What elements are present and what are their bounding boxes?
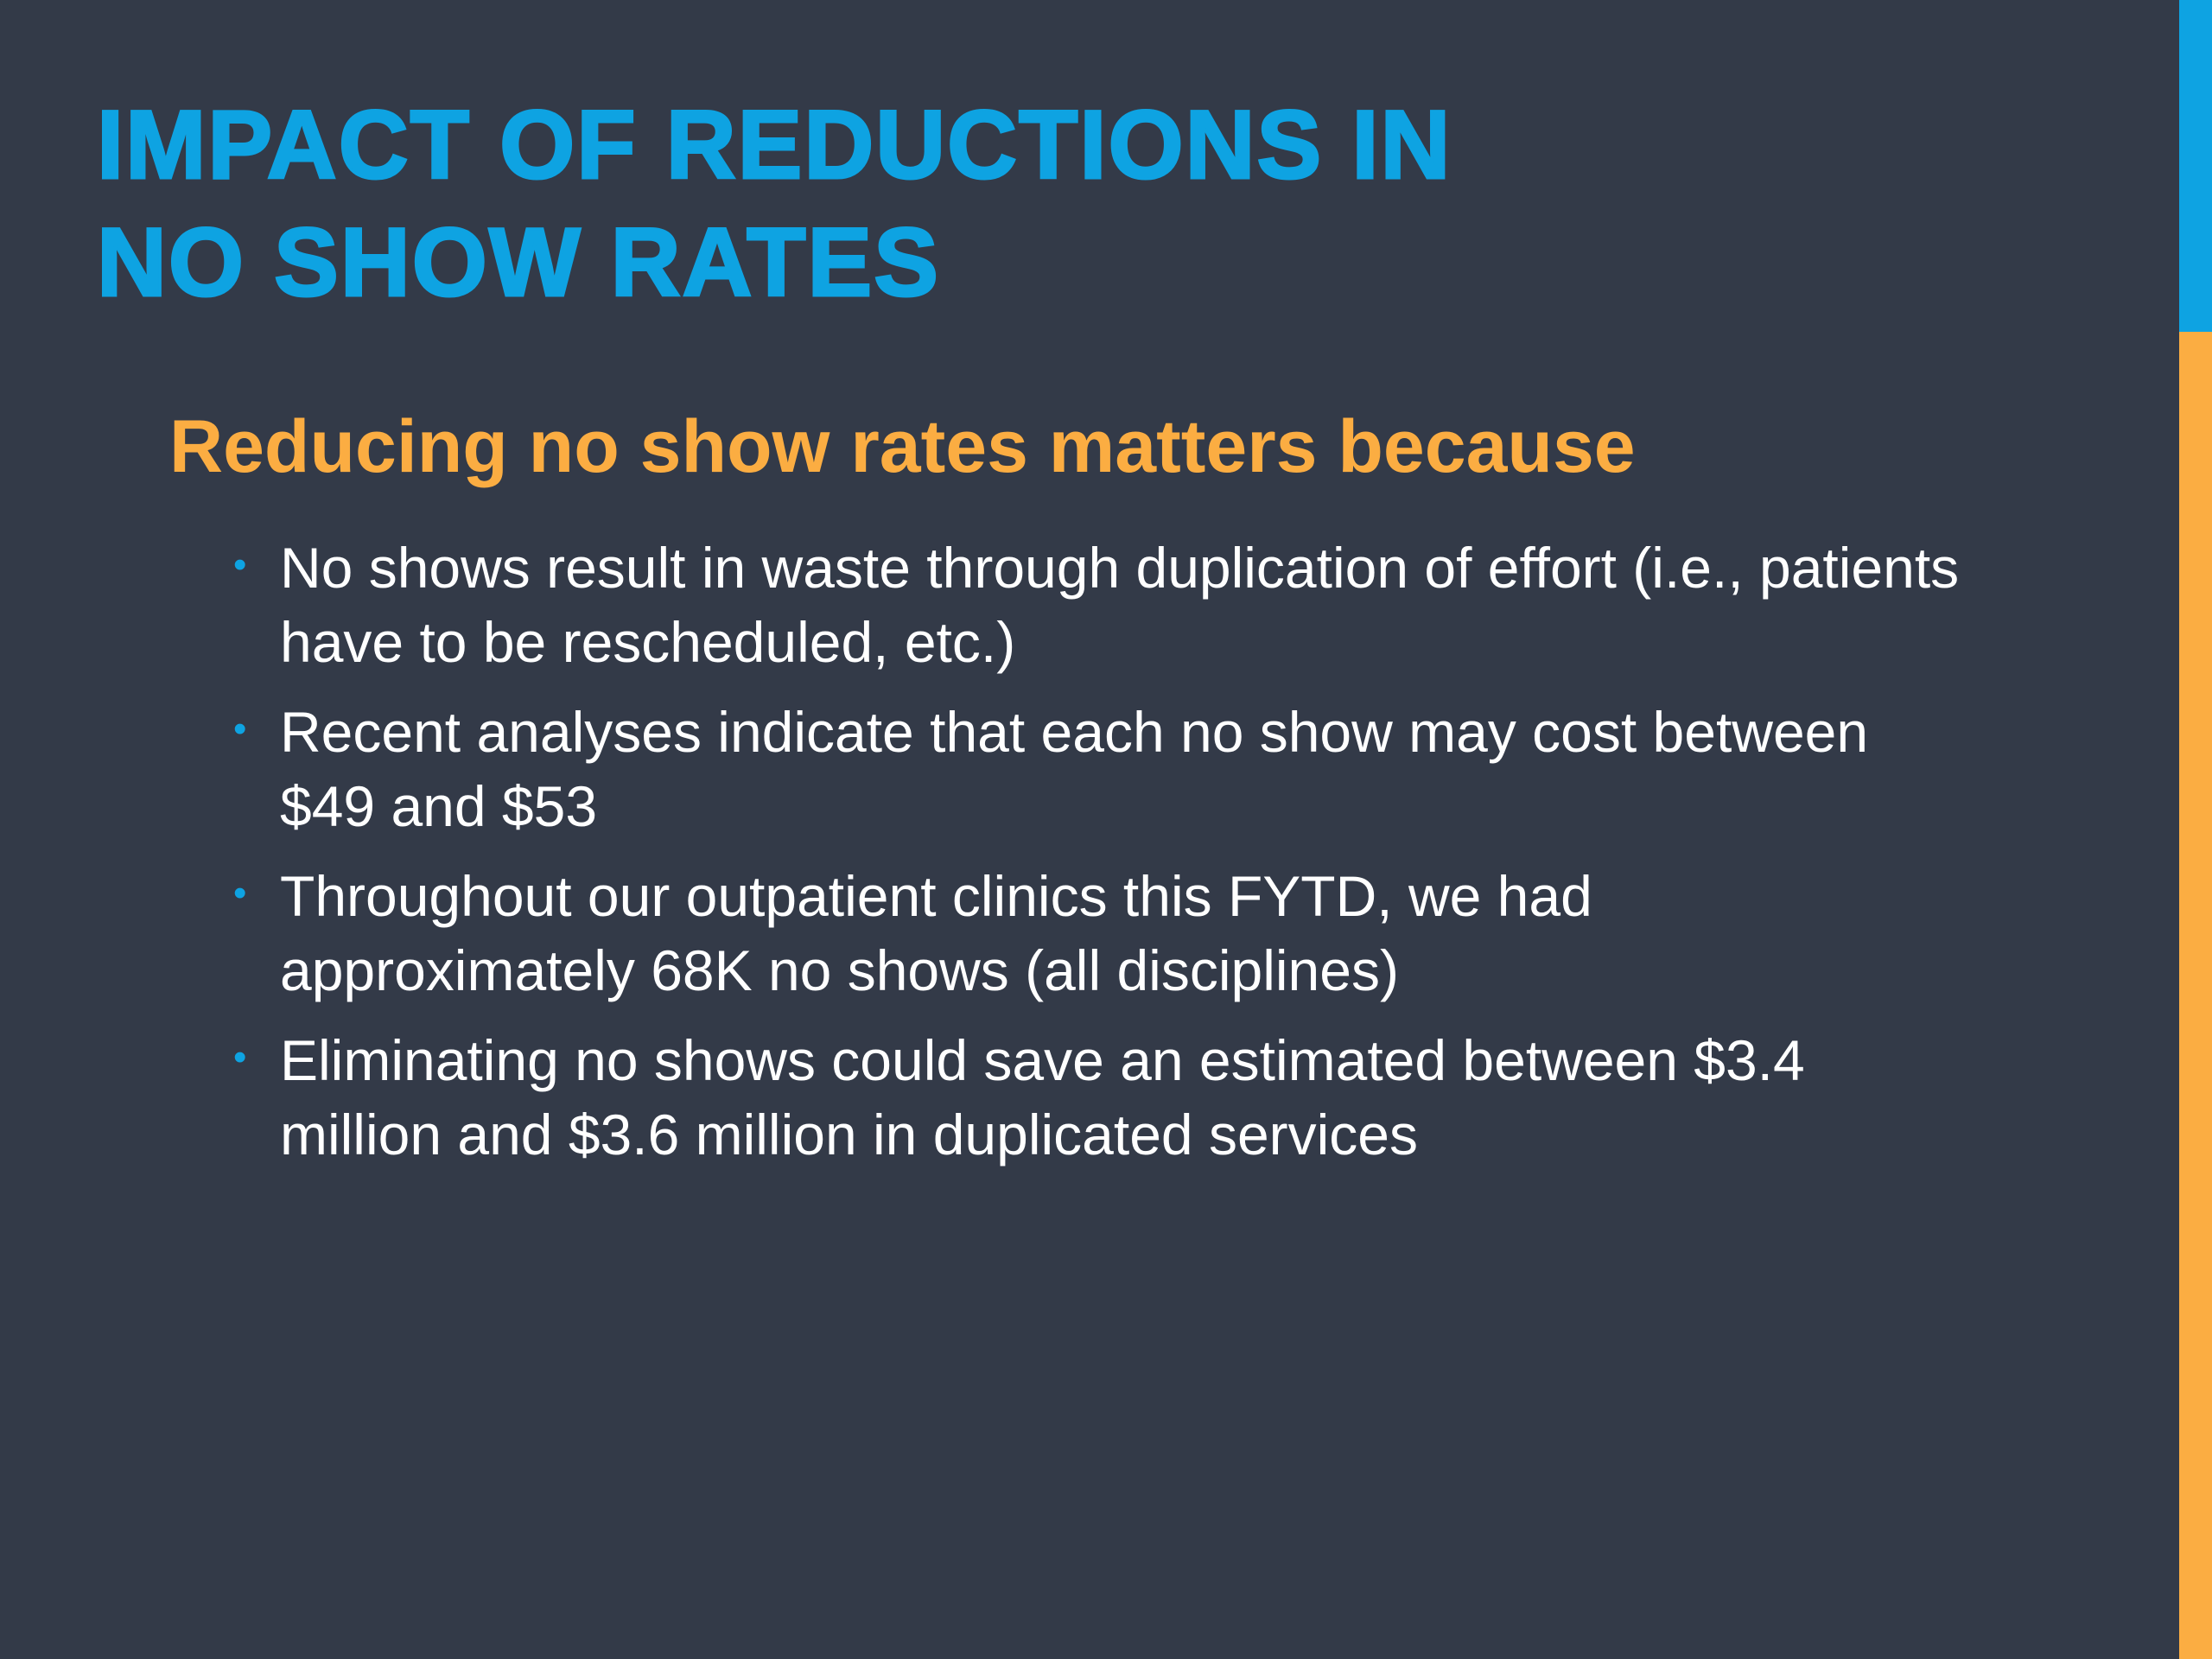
bullet-dot-icon: • — [233, 1036, 247, 1078]
bullet-text: Throughout our outpatient clinics this F… — [280, 864, 1592, 1002]
bullet-text: No shows result in waste through duplica… — [280, 536, 1960, 674]
bullet-list: • No shows result in waste through dupli… — [233, 531, 1961, 1187]
bullet-item: • Eliminating no shows could save an est… — [233, 1023, 1961, 1172]
slide-title: IMPACT OF REDUCTIONS IN NO SHOW RATES — [96, 86, 2084, 321]
bullet-dot-icon: • — [233, 543, 247, 586]
bullet-item: • Throughout our outpatient clinics this… — [233, 859, 1961, 1007]
bullet-text: Recent analyses indicate that each no sh… — [280, 700, 1869, 838]
accent-bar-orange — [2179, 332, 2212, 1659]
slide-title-line-1: IMPACT OF REDUCTIONS IN — [96, 90, 1452, 200]
bullet-item: • No shows result in waste through dupli… — [233, 531, 1961, 679]
bullet-dot-icon: • — [233, 708, 247, 750]
accent-bar-blue — [2179, 0, 2212, 332]
bullet-dot-icon: • — [233, 872, 247, 914]
slide-title-line-2: NO SHOW RATES — [96, 207, 940, 318]
bullet-item: • Recent analyses indicate that each no … — [233, 695, 1961, 843]
slide-subtitle: Reducing no show rates matters because — [169, 405, 1636, 488]
bullet-text: Eliminating no shows could save an estim… — [280, 1028, 1805, 1166]
